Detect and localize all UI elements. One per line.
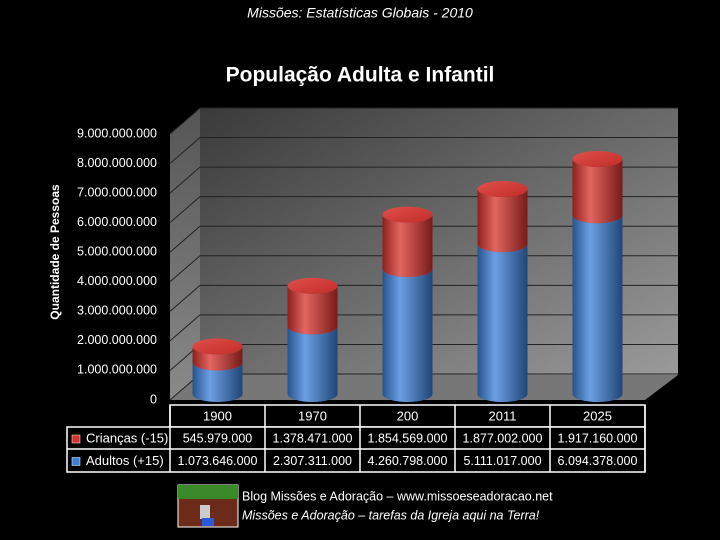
bar-segment <box>287 326 338 402</box>
bar-segment <box>192 362 243 402</box>
legend-label: Adultos (+15) <box>86 453 164 468</box>
y-tick-label: 4.000.000.000 <box>77 274 157 288</box>
bar-cap <box>192 338 243 355</box>
legend-swatch <box>71 457 81 466</box>
bar-segment <box>477 244 528 402</box>
legend-label: Crianças (-15) <box>86 430 168 445</box>
bar-segment <box>572 215 623 402</box>
table-value: 4.260.798.000 <box>368 454 448 468</box>
chart-title: População Adulta e Infantil <box>226 64 495 87</box>
bar-segment <box>287 285 338 335</box>
x-tick-label: 2025 <box>583 408 612 423</box>
data-table: 1900 1970 200 2011 2025 Crianças (-15) 545.979… <box>66 404 646 473</box>
x-tick-label: 2011 <box>489 408 517 423</box>
table-value: 1.917.160.000 <box>558 431 638 445</box>
legend-swatch <box>71 434 81 444</box>
y-tick-label: 6.000.000.000 <box>77 215 157 229</box>
table-value: 6.094.378.000 <box>558 454 638 468</box>
bar-segment <box>382 269 433 402</box>
y-tick-label: 9.000.000.000 <box>77 126 157 140</box>
x-tick-label: 200 <box>397 408 419 423</box>
page-header: Missões: Estatísticas Globais - 2010 <box>247 5 473 21</box>
table-value: 1.378.471.000 <box>273 431 353 445</box>
y-tick-label: 2.000.000.000 <box>77 333 157 347</box>
grid: 0 1.000.000.000 2.000.000.000 3.000.000.000… <box>77 107 678 406</box>
table-value: 2.307.311.000 <box>273 454 352 468</box>
bars <box>192 150 623 402</box>
bar-segment <box>572 158 623 224</box>
y-tick-label: 0 <box>150 392 157 406</box>
footer-line: Blog Missões e Adoração – www.missoesead… <box>242 489 553 503</box>
bar-segment <box>192 346 243 371</box>
bar-segment <box>477 189 528 253</box>
side-wall <box>170 108 200 400</box>
grid-line <box>169 107 678 135</box>
footer-line: Missões e Adoração – tarefas da Igreja a… <box>242 508 540 522</box>
y-tick-label: 5.000.000.000 <box>77 245 157 259</box>
x-tick-label: 1970 <box>298 408 327 423</box>
bar-cap <box>572 150 623 167</box>
bar-cap <box>382 206 433 223</box>
grid-line <box>169 137 678 164</box>
y-tick-label: 8.000.000.000 <box>77 156 157 170</box>
table-value: 1.854.569.000 <box>368 431 448 445</box>
footer-icon <box>177 484 239 528</box>
table-value: 1.877.002.000 <box>463 431 543 445</box>
x-tick-label: 1900 <box>203 408 232 423</box>
bar-segment <box>382 214 433 278</box>
bar-cap <box>287 277 338 294</box>
y-axis-label: Quantidade de Pessoas <box>48 184 62 320</box>
bar-cap <box>477 181 528 198</box>
table-value: 545.979.000 <box>183 431 253 445</box>
y-tick-label: 1.000.000.000 <box>77 363 157 377</box>
y-tick-label: 7.000.000.000 <box>77 185 157 199</box>
table-value: 5.111.017.000 <box>463 454 541 468</box>
y-tick-label: 3.000.000.000 <box>77 304 157 318</box>
grid-line <box>169 166 678 194</box>
table-value: 1.073.646.000 <box>178 454 258 468</box>
